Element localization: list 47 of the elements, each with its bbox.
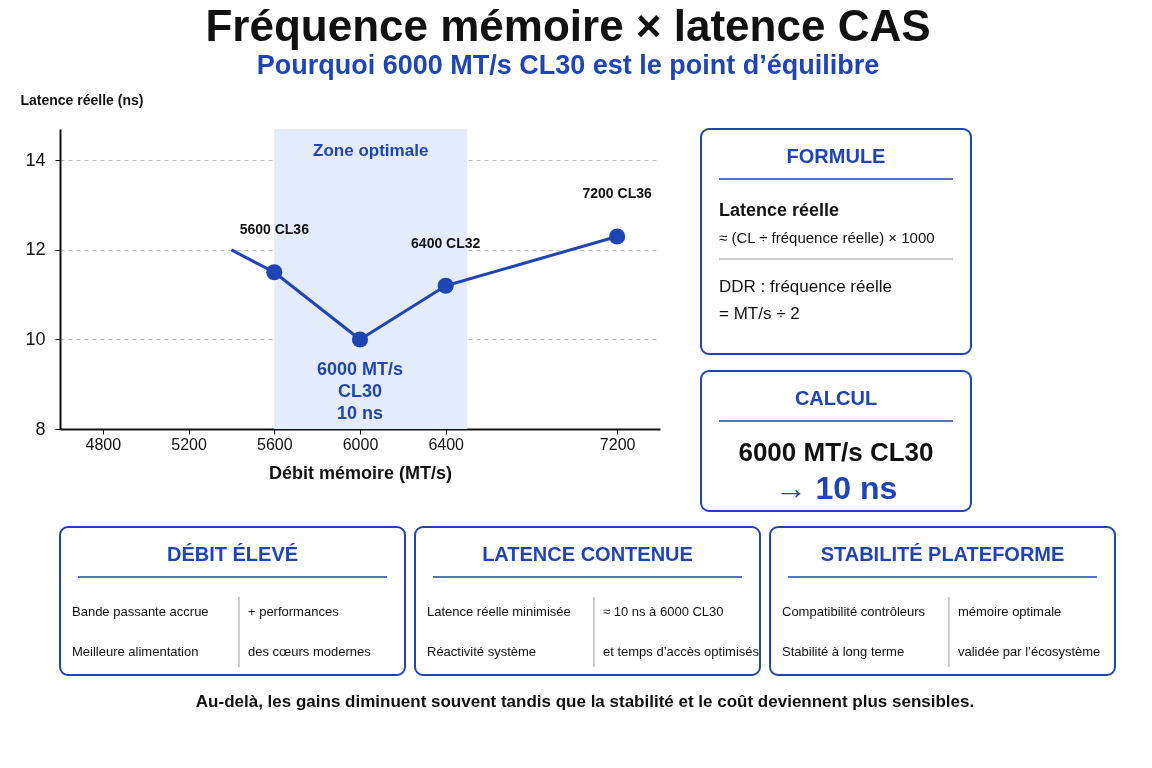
- text: 6000 MT/s CL30: [738, 437, 934, 467]
- text: Au-delà, les gains diminuent souvent tandis que la stabilité et le coût deviennent plus sensibles.: [195, 692, 975, 711]
- y-tick-label: 8: [35, 418, 46, 439]
- text: LATENCE CONTENUE: [482, 543, 693, 565]
- y-tick-label: 14: [25, 149, 46, 170]
- text: STABILITÉ PLATEFORME: [820, 543, 1065, 565]
- text: et temps d’accès optimisés: [602, 644, 760, 659]
- x-tick-label: 7200: [599, 435, 636, 453]
- y-tick-label: 12: [25, 239, 46, 260]
- text: Bande passante accrue: [72, 604, 209, 619]
- text: Meilleure alimentation: [72, 644, 199, 659]
- point: [609, 228, 626, 245]
- text: = MT/s ÷ 2: [719, 304, 800, 323]
- text: → 10 ns: [774, 470, 898, 506]
- text: ≈ 10 ns à 6000 CL30: [602, 604, 724, 619]
- text: Réactivité système: [427, 644, 537, 659]
- text: CALCUL: [794, 387, 878, 409]
- band-label: Zone optimale: [313, 141, 429, 160]
- chart-title: Fréquence mémoire × latence CAS: [205, 1, 931, 50]
- text: mémoire optimale: [957, 604, 1062, 619]
- x-tick-label: 6400: [428, 435, 465, 453]
- annotation: 7200 CL36: [582, 185, 652, 202]
- x-tick-label: 4800: [85, 435, 122, 453]
- text: Compatibilité contrôleurs: [782, 604, 926, 619]
- text: Latence réelle: [719, 200, 840, 220]
- text: Stabilité à long terme: [782, 644, 905, 659]
- annotation: 6000 MT/s CL30 10 ns: [316, 359, 404, 424]
- x-tick-label: 5200: [171, 435, 207, 453]
- point: [437, 277, 454, 294]
- x-axis-title: Débit mémoire (MT/s): [268, 462, 453, 483]
- text: DDR : fréquence réelle: [719, 277, 892, 296]
- text: ≈ (CL ÷ fréquence réelle) × 1000: [719, 229, 935, 246]
- y-axis-title: Latence réelle (ns): [20, 91, 144, 108]
- text: + performances: [247, 604, 340, 619]
- point: [351, 331, 369, 348]
- text: Latence réelle minimisée: [427, 604, 571, 619]
- x-tick-label: 5600: [256, 435, 293, 453]
- x-tick-label: 6000: [342, 435, 379, 453]
- chart-subtitle: Pourquoi 6000 MT/s CL30 est le point d’équilibre: [256, 50, 880, 80]
- point: [266, 264, 283, 281]
- text: validée par l’écosystème: [957, 644, 1101, 659]
- text: FORMULE: [786, 145, 886, 167]
- text: DÉBIT ÉLEVÉ: [166, 543, 299, 565]
- annotation: 5600 CL36: [239, 221, 310, 238]
- y-tick-label: 10: [25, 328, 46, 349]
- annotation: 6400 CL32: [411, 234, 481, 251]
- text: des cœurs modernes: [247, 644, 372, 659]
